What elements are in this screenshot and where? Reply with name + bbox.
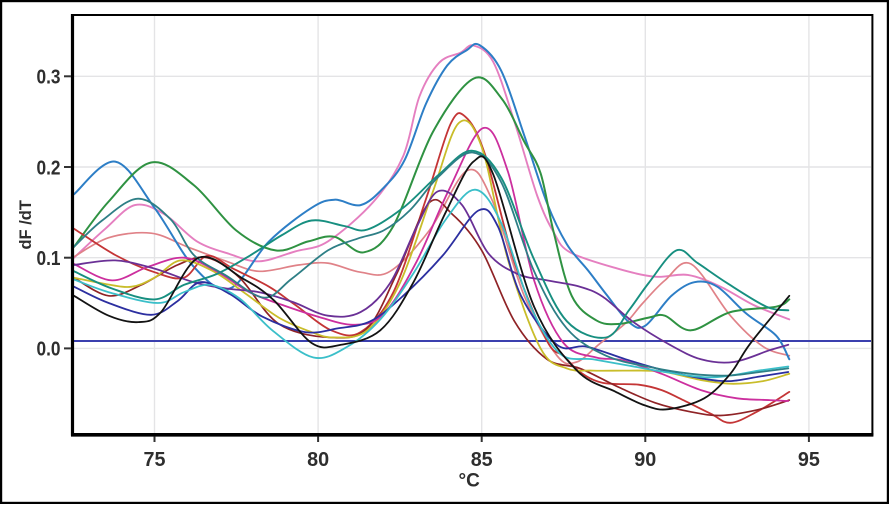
svg-text:dF /dT: dF /dT (17, 200, 35, 249)
svg-text:0.2: 0.2 (37, 157, 61, 179)
svg-text:75: 75 (144, 449, 166, 471)
svg-text:80: 80 (307, 449, 329, 471)
svg-text:95: 95 (798, 449, 820, 471)
svg-text:90: 90 (634, 449, 656, 471)
svg-text:°C: °C (459, 471, 481, 492)
svg-text:0.3: 0.3 (37, 67, 61, 89)
svg-text:0.1: 0.1 (37, 248, 61, 270)
svg-text:85: 85 (471, 449, 493, 471)
svg-text:0.0: 0.0 (37, 339, 61, 361)
